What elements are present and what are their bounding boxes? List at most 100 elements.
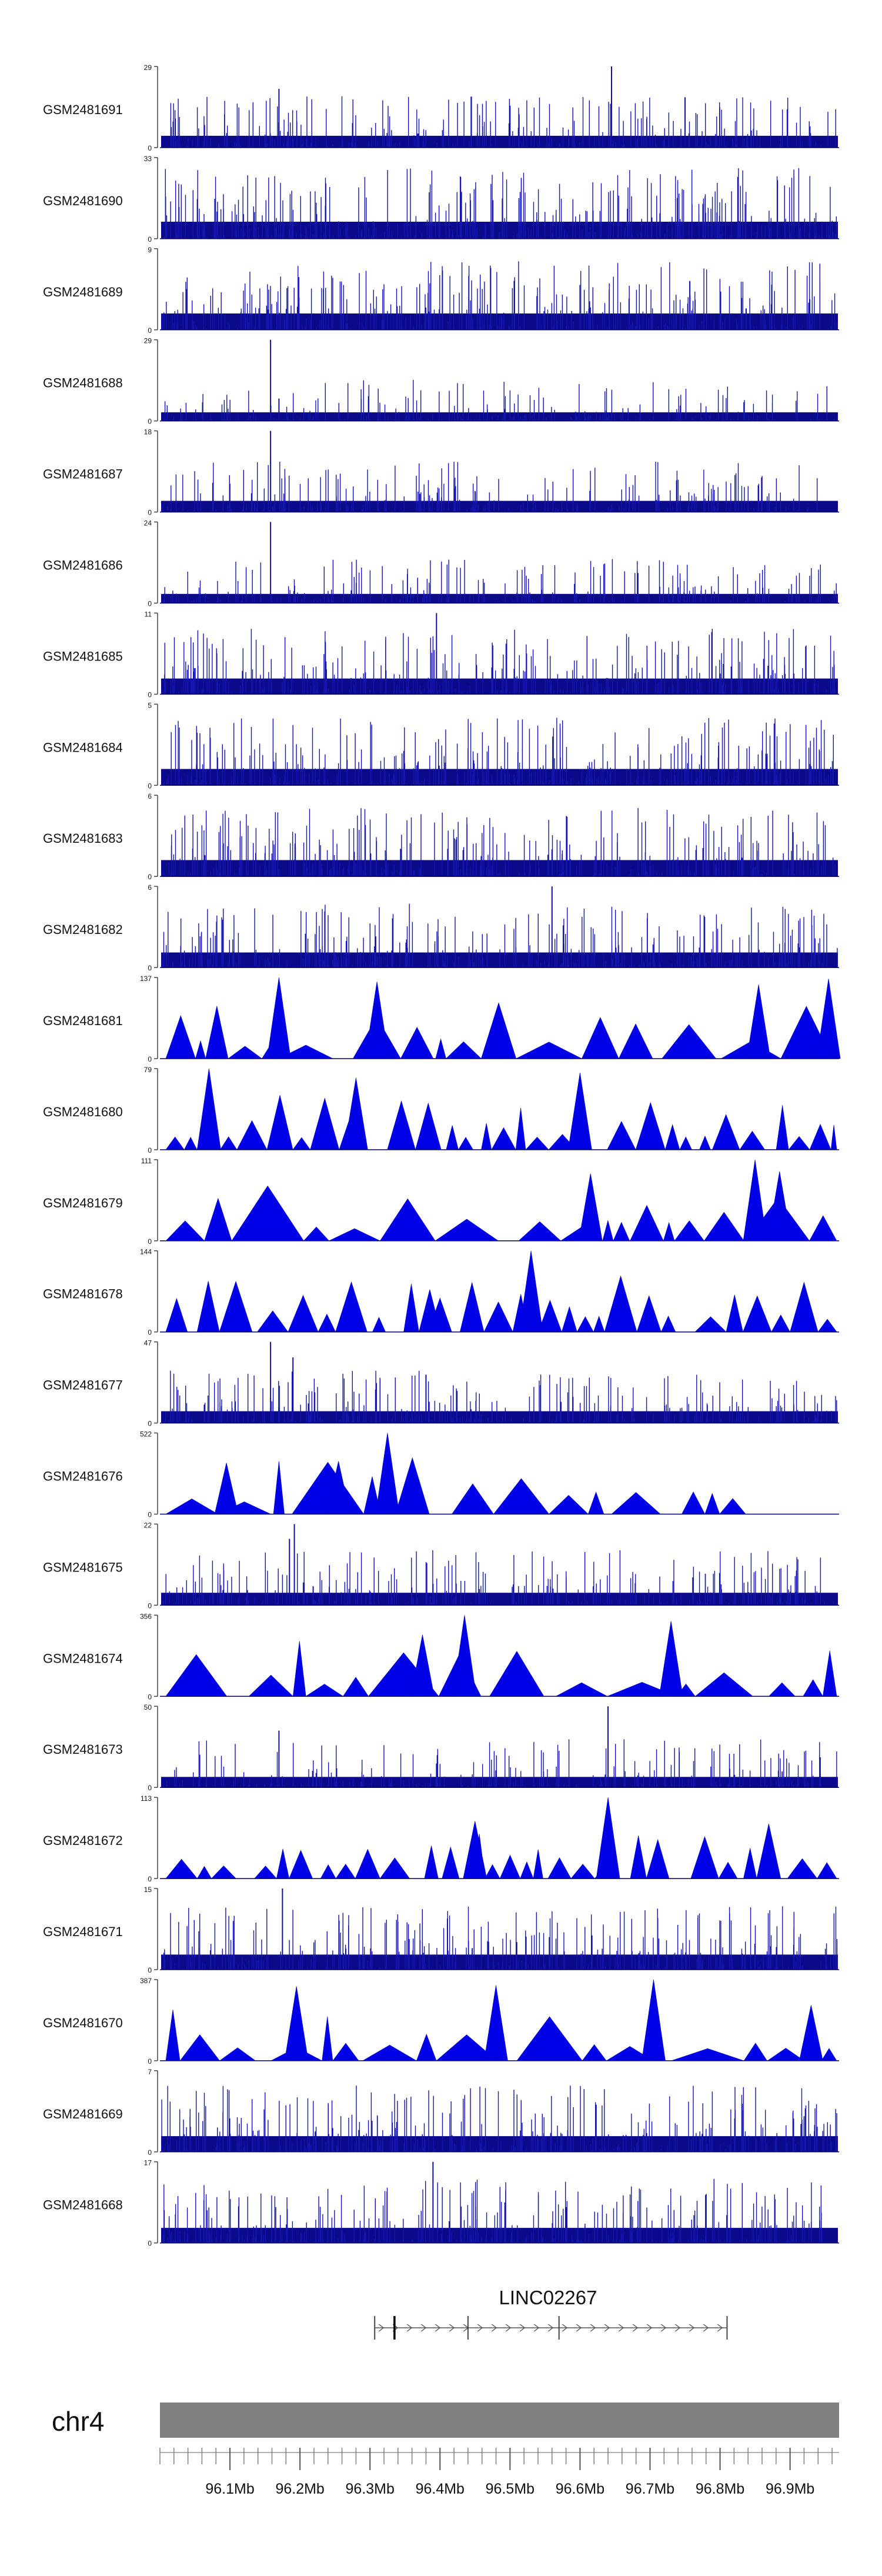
track-GSM2481679: GSM2481679 111 0 <box>43 1157 839 1246</box>
track-GSM2481686: GSM2481686 24 0 <box>43 519 839 608</box>
track-label: GSM2481685 <box>43 649 123 663</box>
strand-arrow <box>689 2324 695 2332</box>
y-tick-label-max: 11 <box>145 610 152 618</box>
strand-arrow <box>505 2324 512 2332</box>
y-tick-label-min: 0 <box>148 690 152 699</box>
gene-name-label: LINC02267 <box>499 2287 597 2308</box>
y-tick-label-max: 387 <box>140 1977 152 1985</box>
track-GSM2481677: GSM2481677 47 0 <box>43 1339 839 1428</box>
genome-axis: 96.1Mb 96.2Mb 96.3Mb 96.4Mb 96.5Mb 96.6Mb 96.7… <box>159 2448 839 2497</box>
coverage-band <box>161 412 838 421</box>
track-GSM2481690: GSM2481690 33 0 <box>43 155 839 243</box>
y-tick-label-max: 137 <box>140 975 152 983</box>
strand-arrow <box>477 2324 483 2332</box>
track-GSM2481678: GSM2481678 144 0 <box>43 1248 839 1337</box>
y-tick-label-max: 15 <box>144 1886 152 1894</box>
y-tick-label-max: 9 <box>148 246 152 254</box>
coverage-spikes <box>162 261 837 330</box>
track-label: GSM2481673 <box>43 1742 123 1757</box>
y-tick-label-min: 0 <box>148 418 152 426</box>
y-tick-label-min: 0 <box>148 600 152 608</box>
axis-tick-label: 96.1Mb <box>205 2481 254 2497</box>
strand-arrow <box>604 2324 610 2332</box>
coverage-triangles <box>165 1615 837 1697</box>
track-GSM2481683: GSM2481683 6 0 <box>43 792 839 881</box>
y-tick-label-min: 0 <box>148 1875 152 1883</box>
y-tick-label-min: 0 <box>148 873 152 881</box>
y-tick-label-min: 0 <box>148 1784 152 1792</box>
strand-arrow <box>435 2324 441 2332</box>
coverage-triangles <box>165 1979 837 2061</box>
track-label: GSM2481674 <box>43 1651 123 1666</box>
track-GSM2481671: GSM2481671 15 0 <box>43 1886 839 1974</box>
coverage-band <box>161 1954 838 1970</box>
track-label: GSM2481688 <box>43 376 123 391</box>
track-label: GSM2481677 <box>43 1378 123 1393</box>
y-tick-label-min: 0 <box>148 964 152 972</box>
coverage-triangles <box>165 977 841 1059</box>
y-tick-label-max: 7 <box>148 2068 152 2076</box>
coverage-triangles <box>165 1433 746 1514</box>
axis-tick-label: 96.8Mb <box>696 2481 744 2497</box>
track-GSM2481675: GSM2481675 22 0 <box>43 1521 839 1610</box>
strand-arrow <box>420 2324 427 2332</box>
track-label: GSM2481680 <box>43 1105 123 1119</box>
y-tick-label-min: 0 <box>148 2148 152 2157</box>
track-label: GSM2481676 <box>43 1469 123 1484</box>
y-tick-label-max: 18 <box>144 428 152 436</box>
track-GSM2481674: GSM2481674 356 0 <box>43 1612 839 1701</box>
y-tick-label-min: 0 <box>148 1055 152 1063</box>
y-tick-label-min: 0 <box>148 1693 152 1701</box>
track-GSM2481687: GSM2481687 18 0 <box>43 428 839 517</box>
chromosome-bar <box>160 2403 839 2438</box>
coverage-band <box>161 1777 838 1788</box>
coverage-band <box>161 1593 838 1606</box>
track-label: GSM2481689 <box>43 285 123 299</box>
axis-tick-label: 96.5Mb <box>486 2481 534 2497</box>
y-tick-label-min: 0 <box>148 509 152 517</box>
track-GSM2481688: GSM2481688 29 0 <box>43 337 839 426</box>
track-label: GSM2481669 <box>43 2107 123 2121</box>
track-GSM2481670: GSM2481670 387 0 <box>43 1977 839 2066</box>
y-tick-label-max: 356 <box>140 1612 152 1620</box>
track-label: GSM2481686 <box>43 558 123 573</box>
track-label: GSM2481672 <box>43 1833 123 1848</box>
track-GSM2481669: GSM2481669 7 0 <box>43 2068 839 2157</box>
y-tick-label-max: 24 <box>144 519 152 528</box>
coverage-band <box>161 678 838 695</box>
strand-arrow <box>533 2324 540 2332</box>
axis-tick-label: 96.7Mb <box>626 2481 674 2497</box>
strand-arrow <box>646 2324 653 2332</box>
y-tick-label-max: 29 <box>144 337 152 345</box>
y-tick-label-min: 0 <box>148 235 152 243</box>
y-tick-label-max: 6 <box>148 883 152 892</box>
coverage-triangles <box>165 1159 837 1242</box>
track-GSM2481672: GSM2481672 113 0 <box>43 1794 839 1883</box>
y-tick-label-max: 6 <box>148 792 152 800</box>
track-GSM2481673: GSM2481673 50 0 <box>43 1703 839 1792</box>
y-tick-label-max: 29 <box>144 64 152 72</box>
track-label: GSM2481691 <box>43 102 123 117</box>
y-tick-label-min: 0 <box>148 782 152 790</box>
strand-arrow <box>590 2324 596 2332</box>
strand-arrow <box>632 2324 639 2332</box>
strand-arrow <box>491 2324 497 2332</box>
chromosome-label: chr4 <box>52 2406 104 2437</box>
track-GSM2481691: GSM2481691 29 0 <box>43 64 839 152</box>
y-tick-label-min: 0 <box>148 1420 152 1428</box>
gene-model <box>374 2316 728 2340</box>
y-tick-label-min: 0 <box>148 1966 152 1974</box>
y-tick-label-min: 0 <box>148 144 152 152</box>
strand-arrow <box>378 2324 385 2332</box>
y-tick-label-min: 0 <box>148 1601 152 1610</box>
y-tick-label-min: 0 <box>148 1329 152 1337</box>
axis-tick-label: 96.3Mb <box>346 2481 395 2497</box>
y-tick-label-max: 79 <box>144 1066 152 1074</box>
coverage-triangles <box>165 1797 837 1879</box>
gene-track: LINC02267 <box>374 2287 728 2340</box>
y-tick-label-min: 0 <box>148 2057 152 2066</box>
coverage-spikes <box>165 168 837 239</box>
strand-arrow <box>406 2324 413 2332</box>
strand-arrow <box>660 2324 667 2332</box>
track-label: GSM2481668 <box>43 2198 123 2213</box>
